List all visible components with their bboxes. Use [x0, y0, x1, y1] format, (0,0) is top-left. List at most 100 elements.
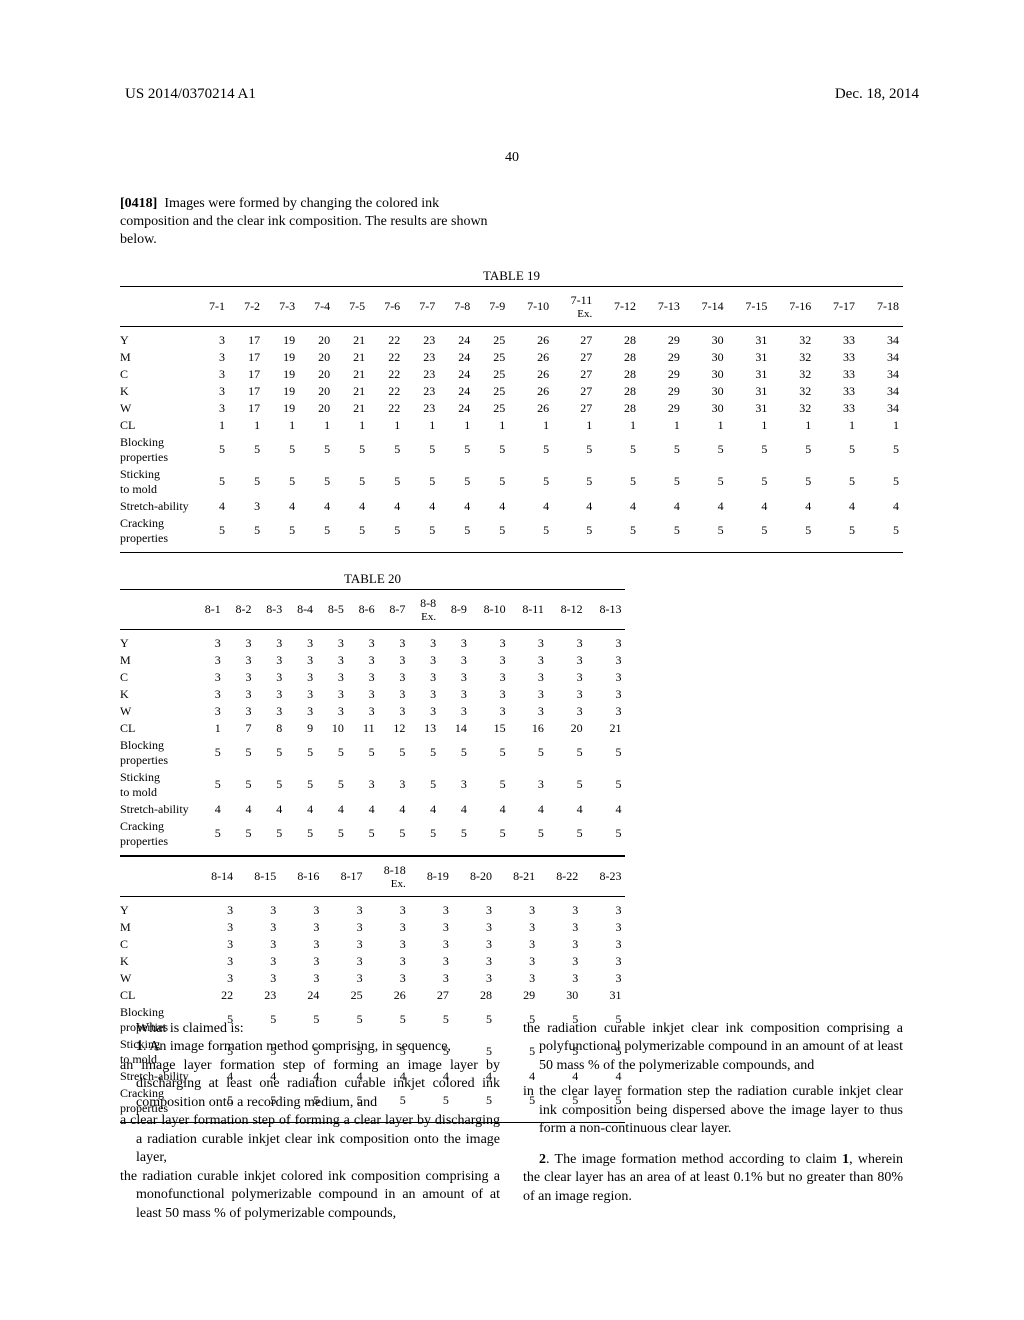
table-cell: 30	[684, 366, 728, 383]
table-cell: 3	[452, 953, 495, 970]
table-header-cell	[120, 856, 194, 896]
table-cell: 26	[509, 326, 553, 349]
table-cell: 28	[596, 326, 640, 349]
table-cell: 29	[640, 349, 684, 366]
table-cell: 3	[317, 686, 348, 703]
table-cell: 3	[586, 652, 625, 669]
table-cell: 5	[334, 515, 369, 553]
table-cell: 32	[771, 349, 815, 366]
table-header-cell: 8-7	[378, 589, 409, 629]
table-cell: 4	[299, 498, 334, 515]
table-cell: 5	[815, 434, 859, 466]
table-cell: 3	[409, 686, 440, 703]
table-cell: 5	[378, 818, 409, 856]
table-cell: 9	[286, 720, 317, 737]
table-header-cell: 8-12	[547, 589, 586, 629]
table-cell: 5	[347, 737, 378, 769]
table-cell: 5	[640, 434, 684, 466]
table-cell: 3	[440, 669, 471, 686]
table-cell: 5	[586, 737, 625, 769]
table-cell: 5	[474, 466, 509, 498]
table-cell: 28	[596, 383, 640, 400]
table-cell: 4	[286, 801, 317, 818]
table-cell: 5	[771, 434, 815, 466]
table-cell: 3	[495, 936, 538, 953]
table-cell: 3	[194, 703, 225, 720]
table-cell: 3	[237, 896, 280, 919]
table-cell: 24	[280, 987, 323, 1004]
table-cell: 3	[317, 669, 348, 686]
table-cell: 4	[194, 801, 225, 818]
table-header-cell: 7-1	[194, 286, 229, 326]
table-cell: 4	[194, 498, 229, 515]
table-cell: 33	[815, 349, 859, 366]
table-cell: 26	[509, 366, 553, 383]
table-cell: 4	[586, 801, 625, 818]
table-cell: 33	[815, 383, 859, 400]
table-cell: 33	[815, 366, 859, 383]
table-cell: 3	[194, 686, 225, 703]
table-cell: 5	[440, 737, 471, 769]
table-cell: 3	[495, 970, 538, 987]
table-cell: 1	[404, 417, 439, 434]
table-cell: 3	[323, 953, 366, 970]
table-cell: 3	[366, 919, 409, 936]
table-cell: 5	[509, 737, 547, 769]
table-cell: 1	[596, 417, 640, 434]
table-cell: 5	[317, 737, 348, 769]
table-cell: 4	[596, 498, 640, 515]
table-header-cell: 7-14	[684, 286, 728, 326]
table-cell: 4	[771, 498, 815, 515]
table-cell: 4	[728, 498, 772, 515]
claims-intro: What is claimed is:	[120, 1020, 500, 1038]
table-cell: 5	[369, 434, 404, 466]
table-cell: 3	[194, 669, 225, 686]
table-header-cell: 8-3	[255, 589, 286, 629]
table-cell: 27	[553, 383, 596, 400]
table-cell: 3	[224, 652, 255, 669]
table-cell: 25	[474, 366, 509, 383]
table-cell: 21	[334, 349, 369, 366]
table-cell: 3	[440, 629, 471, 652]
table-cell: 5	[255, 769, 286, 801]
table-cell: 3	[194, 326, 229, 349]
claim-1-step-b: a clear layer formation step of forming …	[120, 1112, 500, 1167]
table-cell: 27	[553, 349, 596, 366]
table-cell: 3	[347, 629, 378, 652]
table-row-label: Stickingto mold	[120, 769, 194, 801]
table-cell: 34	[859, 400, 903, 417]
table-cell: 3	[317, 703, 348, 720]
table-cell: 14	[440, 720, 471, 737]
table-cell: 23	[404, 366, 439, 383]
table-cell: 1	[194, 417, 229, 434]
table-cell: 3	[378, 686, 409, 703]
table-cell: 30	[684, 349, 728, 366]
table-cell: 1	[299, 417, 334, 434]
table-cell: 17	[229, 400, 264, 417]
table-cell: 5	[509, 434, 553, 466]
table-cell: 13	[409, 720, 440, 737]
table-row-label: Blockingproperties	[120, 737, 194, 769]
table-cell: 3	[280, 953, 323, 970]
table-cell: 3	[409, 652, 440, 669]
table-cell: 5	[224, 818, 255, 856]
table-cell: 3	[366, 936, 409, 953]
table-cell: 3	[194, 366, 229, 383]
table-cell: 1	[334, 417, 369, 434]
table-header-cell: 8-4	[286, 589, 317, 629]
table-cell: 3	[194, 400, 229, 417]
table-cell: 20	[299, 326, 334, 349]
table-cell: 3	[378, 629, 409, 652]
table-cell: 5	[286, 737, 317, 769]
table-cell: 3	[452, 936, 495, 953]
table-cell: 3	[317, 629, 348, 652]
table-cell: 4	[440, 801, 471, 818]
table-cell: 3	[366, 970, 409, 987]
table-cell: 5	[194, 818, 225, 856]
table-cell: 3	[509, 703, 547, 720]
table-header-cell: 8-2	[224, 589, 255, 629]
table-cell: 3	[582, 896, 625, 919]
table-row-label: M	[120, 652, 194, 669]
table-cell: 5	[224, 769, 255, 801]
table-cell: 5	[286, 818, 317, 856]
